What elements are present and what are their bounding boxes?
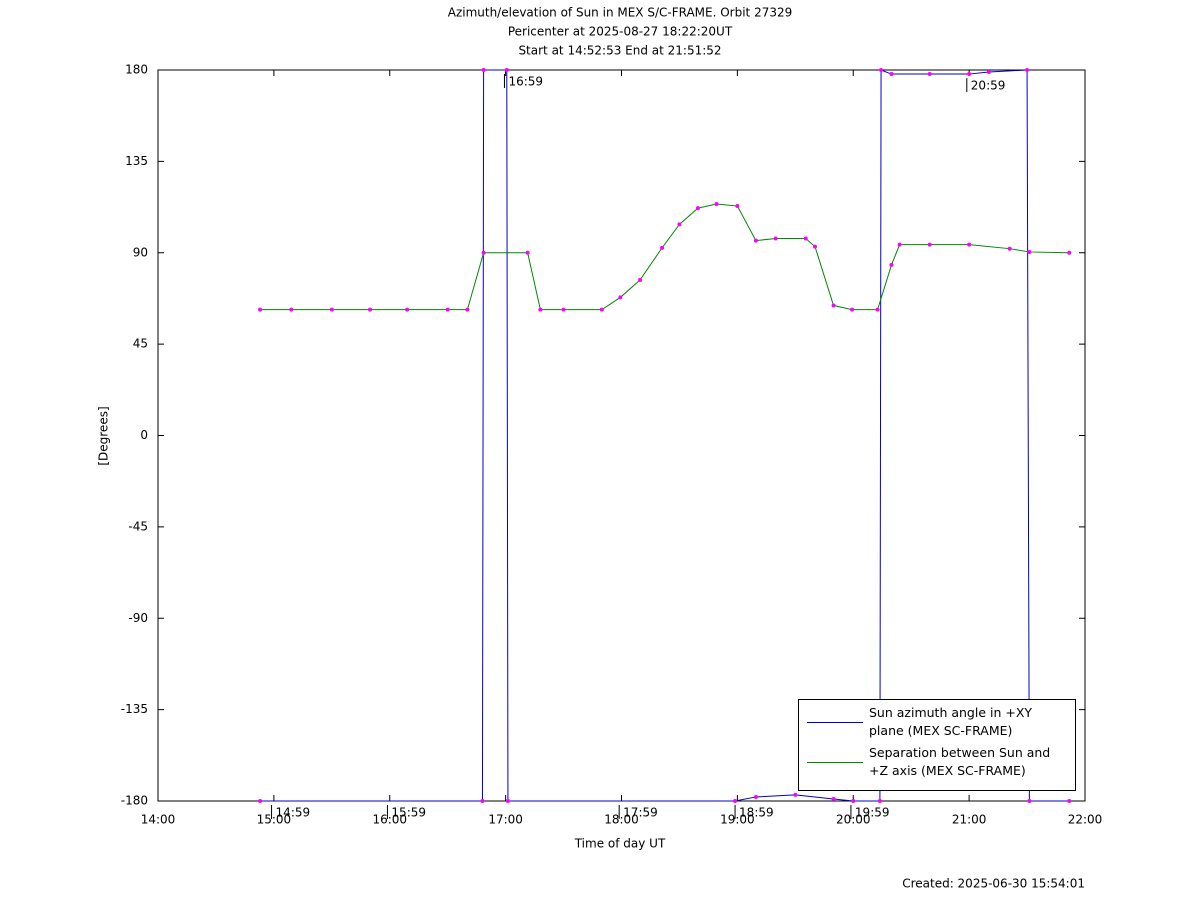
point-marker (831, 796, 836, 801)
plot-frame (157, 69, 1086, 802)
y-tick-label: -180 (121, 794, 148, 808)
series-line (260, 69, 1070, 802)
y-axis-label: [Degrees] (97, 406, 111, 465)
point-marker (538, 307, 543, 312)
point-marker (773, 236, 778, 241)
point-marker (445, 307, 450, 312)
point-marker (986, 70, 991, 75)
point-marker (813, 244, 818, 249)
chart-subtitle: Start at 14:52:53 End at 21:51:52 (518, 44, 721, 58)
annotation: 17:59 (623, 806, 658, 820)
y-tick-label: 45 (133, 337, 148, 351)
point-marker (1067, 250, 1072, 255)
point-marker (967, 72, 972, 77)
y-tick-label: 0 (140, 428, 148, 442)
x-tick-label: 16:00 (372, 813, 407, 827)
point-marker (803, 236, 808, 241)
series-line (260, 203, 1070, 311)
annotation: 14:59 (276, 806, 311, 820)
y-tick-label: 135 (125, 154, 148, 168)
point-marker (753, 238, 758, 243)
x-axis-label: Time of day UT (574, 837, 666, 851)
point-marker (1027, 249, 1032, 254)
point-marker (638, 277, 643, 282)
point-marker (505, 799, 510, 803)
point-marker (967, 242, 972, 247)
legend-label: Sun azimuth angle in +XY plane (MEX SC-F… (869, 705, 1033, 738)
point-marker (561, 307, 566, 312)
point-marker (504, 68, 509, 72)
point-marker (927, 242, 932, 247)
point-marker (753, 794, 758, 799)
point-marker (889, 262, 894, 267)
x-tick-label: 20:00 (836, 813, 871, 827)
legend-swatch (807, 722, 863, 723)
point-marker (289, 307, 294, 312)
point-marker (258, 307, 263, 312)
y-tick-label: -45 (128, 519, 148, 533)
point-marker (1027, 799, 1032, 803)
point-marker (465, 307, 470, 312)
x-tick-label: 18:00 (604, 813, 639, 827)
point-marker (733, 799, 738, 803)
point-marker (831, 303, 836, 308)
y-tick-label: 180 (125, 63, 148, 77)
x-tick-label: 15:00 (257, 813, 292, 827)
chart-subtitle: Pericenter at 2025-08-27 18:22:20UT (508, 25, 733, 39)
point-marker (695, 206, 700, 211)
x-tick-label: 22:00 (1068, 813, 1103, 827)
annotation: 15:59 (391, 806, 426, 820)
point-marker (481, 250, 486, 255)
annotation: 19:59 (855, 806, 890, 820)
point-marker (1007, 246, 1012, 251)
point-marker (793, 792, 798, 797)
point-marker (329, 307, 334, 312)
point-marker (879, 68, 884, 72)
point-marker (851, 799, 856, 803)
point-marker (660, 245, 665, 250)
chart-title: Azimuth/elevation of Sun in MEX S/C-FRAM… (448, 6, 793, 20)
point-marker (618, 295, 623, 300)
point-marker (927, 72, 932, 77)
y-tick-label: 90 (133, 245, 148, 259)
legend-label: Separation between Sun and +Z axis (MEX … (869, 745, 1051, 778)
point-marker (875, 307, 880, 312)
point-marker (599, 307, 604, 312)
point-marker (714, 202, 719, 207)
point-marker (481, 68, 486, 72)
annotation: 18:59 (739, 806, 774, 820)
point-marker (1067, 799, 1072, 803)
legend-swatch (807, 762, 863, 763)
point-marker (889, 72, 894, 77)
annotation: 16:59 (508, 75, 543, 89)
point-marker (1025, 68, 1030, 72)
x-tick-label: 14:00 (141, 813, 176, 827)
point-marker (677, 222, 682, 227)
point-marker (405, 307, 410, 312)
point-marker (258, 799, 263, 803)
point-marker (480, 799, 485, 803)
point-marker (850, 307, 855, 312)
legend: Sun azimuth angle in +XY plane (MEX SC-F… (798, 699, 1076, 791)
point-marker (897, 242, 902, 247)
point-marker (735, 204, 740, 209)
y-tick-label: -135 (121, 702, 148, 716)
x-tick-label: 19:00 (720, 813, 755, 827)
point-marker (525, 250, 530, 255)
x-tick-label: 21:00 (952, 813, 987, 827)
x-tick-label: 17:00 (488, 813, 523, 827)
y-tick-label: -90 (128, 611, 148, 625)
point-marker (368, 307, 373, 312)
footer: Created: 2025-06-30 15:54:01 (902, 877, 1085, 891)
annotation: 20:59 (971, 79, 1006, 93)
point-marker (877, 799, 882, 803)
